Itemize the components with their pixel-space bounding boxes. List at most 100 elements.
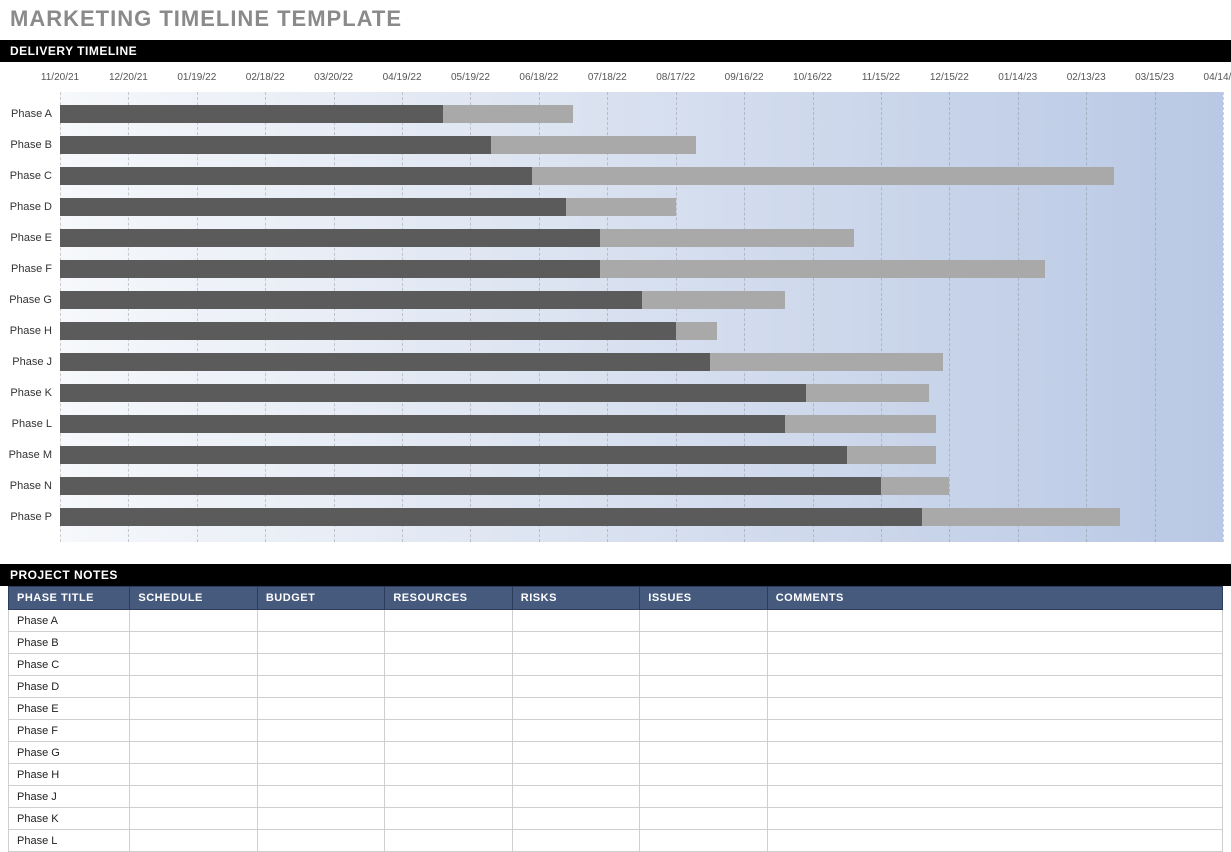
notes-cell[interactable]	[385, 632, 512, 654]
axis-tick-label: 04/19/22	[383, 72, 422, 83]
notes-phase-title-cell[interactable]: Phase G	[9, 742, 130, 764]
notes-cell[interactable]	[385, 764, 512, 786]
notes-cell[interactable]	[767, 610, 1222, 632]
notes-cell[interactable]	[512, 610, 639, 632]
notes-cell[interactable]	[385, 786, 512, 808]
axis-tick-label: 06/18/22	[519, 72, 558, 83]
notes-cell[interactable]	[512, 720, 639, 742]
notes-section-header: PROJECT NOTES	[0, 564, 1231, 586]
notes-phase-title-cell[interactable]: Phase J	[9, 786, 130, 808]
notes-cell[interactable]	[512, 742, 639, 764]
notes-cell[interactable]	[257, 720, 384, 742]
notes-cell[interactable]	[640, 676, 767, 698]
notes-cell[interactable]	[512, 830, 639, 852]
axis-tick-label: 04/14/23	[1204, 72, 1231, 83]
notes-cell[interactable]	[767, 786, 1222, 808]
gantt-bar-track	[60, 353, 1223, 371]
notes-cell[interactable]	[257, 808, 384, 830]
notes-cell[interactable]	[767, 654, 1222, 676]
notes-cell[interactable]	[767, 676, 1222, 698]
notes-cell[interactable]	[640, 654, 767, 676]
notes-cell[interactable]	[257, 830, 384, 852]
notes-cell[interactable]	[130, 786, 257, 808]
notes-cell[interactable]	[640, 764, 767, 786]
notes-cell[interactable]	[385, 742, 512, 764]
notes-cell[interactable]	[640, 698, 767, 720]
axis-tick-label: 03/15/23	[1135, 72, 1174, 83]
notes-cell[interactable]	[385, 698, 512, 720]
notes-cell[interactable]	[257, 698, 384, 720]
notes-cell[interactable]	[512, 764, 639, 786]
notes-cell[interactable]	[767, 720, 1222, 742]
notes-cell[interactable]	[385, 610, 512, 632]
notes-cell[interactable]	[257, 676, 384, 698]
notes-phase-title-cell[interactable]: Phase K	[9, 808, 130, 830]
notes-cell[interactable]	[512, 676, 639, 698]
notes-phase-title-cell[interactable]: Phase C	[9, 654, 130, 676]
gantt-bar-seg1	[60, 353, 710, 371]
notes-cell[interactable]	[257, 610, 384, 632]
notes-cell[interactable]	[130, 610, 257, 632]
notes-phase-title-cell[interactable]: Phase D	[9, 676, 130, 698]
notes-cell[interactable]	[767, 698, 1222, 720]
notes-cell[interactable]	[512, 698, 639, 720]
notes-cell[interactable]	[385, 830, 512, 852]
notes-cell[interactable]	[640, 610, 767, 632]
notes-cell[interactable]	[767, 632, 1222, 654]
notes-cell[interactable]	[767, 830, 1222, 852]
notes-cell[interactable]	[130, 676, 257, 698]
gantt-bar-track	[60, 136, 1223, 154]
notes-phase-title-cell[interactable]: Phase A	[9, 610, 130, 632]
notes-cell[interactable]	[640, 742, 767, 764]
notes-cell[interactable]	[512, 632, 639, 654]
notes-cell[interactable]	[512, 786, 639, 808]
notes-cell[interactable]	[385, 654, 512, 676]
notes-cell[interactable]	[512, 808, 639, 830]
notes-cell[interactable]	[130, 698, 257, 720]
gantt-row-label: Phase E	[0, 232, 56, 244]
notes-cell[interactable]	[640, 830, 767, 852]
notes-cell[interactable]	[767, 742, 1222, 764]
notes-cell[interactable]	[640, 632, 767, 654]
notes-table: PHASE TITLESCHEDULEBUDGETRESOURCESRISKSI…	[8, 586, 1223, 852]
notes-phase-title-cell[interactable]: Phase E	[9, 698, 130, 720]
notes-cell[interactable]	[130, 808, 257, 830]
gantt-row: Phase F	[60, 253, 1223, 284]
notes-cell[interactable]	[512, 654, 639, 676]
notes-row: Phase A	[9, 610, 1223, 632]
notes-cell[interactable]	[130, 632, 257, 654]
notes-cell[interactable]	[257, 742, 384, 764]
notes-cell[interactable]	[640, 786, 767, 808]
notes-cell[interactable]	[257, 764, 384, 786]
notes-cell[interactable]	[130, 742, 257, 764]
notes-cell[interactable]	[257, 786, 384, 808]
notes-phase-title-cell[interactable]: Phase L	[9, 830, 130, 852]
notes-cell[interactable]	[257, 632, 384, 654]
notes-cell[interactable]	[130, 654, 257, 676]
notes-row: Phase H	[9, 764, 1223, 786]
notes-cell[interactable]	[385, 808, 512, 830]
notes-cell[interactable]	[385, 676, 512, 698]
notes-cell[interactable]	[767, 764, 1222, 786]
gantt-row: Phase N	[60, 470, 1223, 501]
notes-phase-title-cell[interactable]: Phase B	[9, 632, 130, 654]
notes-cell[interactable]	[130, 830, 257, 852]
notes-phase-title-cell[interactable]: Phase H	[9, 764, 130, 786]
notes-cell[interactable]	[640, 808, 767, 830]
gantt-row: Phase B	[60, 129, 1223, 160]
notes-cell[interactable]	[130, 764, 257, 786]
gantt-bar-seg1	[60, 291, 642, 309]
notes-cell[interactable]	[385, 720, 512, 742]
notes-cell[interactable]	[257, 654, 384, 676]
gantt-row: Phase G	[60, 284, 1223, 315]
gantt-bar-track	[60, 384, 1223, 402]
gantt-bar-seg1	[60, 384, 806, 402]
notes-cell[interactable]	[130, 720, 257, 742]
notes-phase-title-cell[interactable]: Phase F	[9, 720, 130, 742]
gantt-row-label: Phase G	[0, 294, 56, 306]
gantt-row: Phase C	[60, 160, 1223, 191]
notes-cell[interactable]	[767, 808, 1222, 830]
gantt-row: Phase H	[60, 315, 1223, 346]
notes-cell[interactable]	[640, 720, 767, 742]
project-notes: PROJECT NOTES PHASE TITLESCHEDULEBUDGETR…	[0, 564, 1231, 852]
